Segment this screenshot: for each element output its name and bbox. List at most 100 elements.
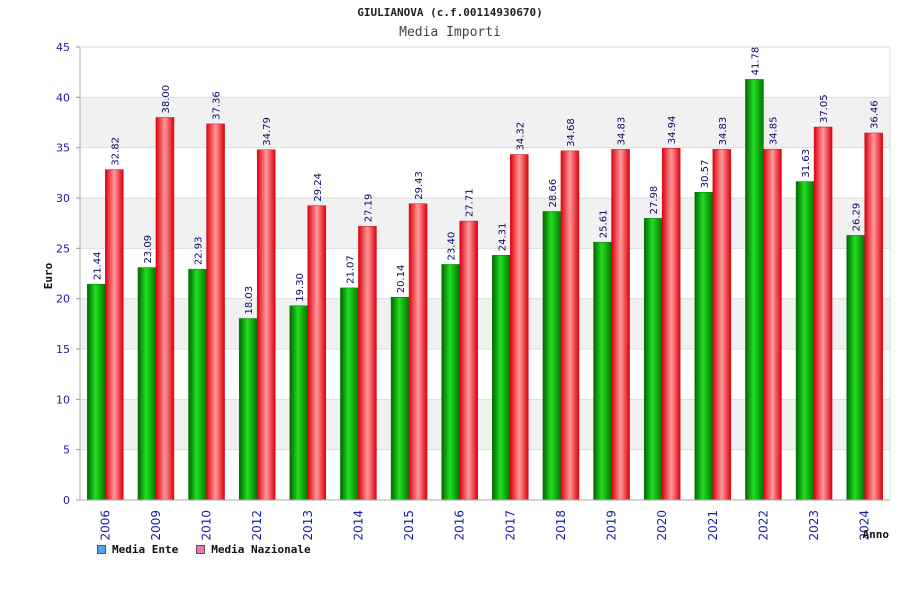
bar-media-ente <box>745 79 764 501</box>
data-label: 23.09 <box>143 235 154 264</box>
data-label: 20.14 <box>396 265 407 294</box>
bar-media-ente <box>390 297 410 501</box>
y-axis-title: Euro <box>42 262 55 289</box>
bar-media-ente <box>340 287 359 501</box>
legend-item-nazionale: Media Nazionale <box>196 543 311 556</box>
data-label: 29.24 <box>313 173 324 202</box>
data-label: 37.36 <box>212 91 223 120</box>
data-label: 21.44 <box>92 252 103 281</box>
data-label: 34.83 <box>718 117 729 146</box>
y-tick-label: 45 <box>56 41 70 54</box>
data-label: 34.94 <box>667 116 678 145</box>
bar-media-ente <box>846 235 865 501</box>
data-label: 27.98 <box>649 186 660 215</box>
chart-legend: Media Ente Media Nazionale <box>97 543 311 556</box>
legend-item-ente: Media Ente <box>97 543 178 556</box>
y-tick-label: 25 <box>56 242 70 255</box>
chart-subtitle: Media Importi <box>399 25 501 40</box>
data-label: 22.93 <box>194 237 205 266</box>
data-label: 34.83 <box>617 117 628 146</box>
legend-label-nazionale: Media Nazionale <box>211 543 311 556</box>
bar-media-ente <box>593 241 612 501</box>
bar-media-nazionale <box>661 148 681 501</box>
data-label: 32.82 <box>110 137 121 166</box>
y-tick-label: 20 <box>56 293 70 306</box>
x-tick-label: 2013 <box>301 510 315 541</box>
bar-media-ente <box>795 181 815 501</box>
x-tick-label: 2019 <box>605 510 619 541</box>
x-tick-label: 2023 <box>807 510 821 541</box>
bar-media-nazionale <box>510 154 529 501</box>
bar-media-nazionale <box>155 117 175 501</box>
bar-media-nazionale <box>712 149 732 501</box>
data-label: 29.43 <box>414 171 425 200</box>
x-tick-label: 2021 <box>706 510 720 541</box>
bar-media-nazionale <box>256 149 276 501</box>
x-tick-label: 2012 <box>250 510 264 541</box>
bar-media-nazionale <box>105 169 124 501</box>
legend-swatch-ente <box>97 545 106 554</box>
x-tick-label: 2017 <box>503 510 517 541</box>
bar-media-nazionale <box>560 150 580 501</box>
y-tick-label: 10 <box>56 393 70 406</box>
bar-media-ente <box>87 283 106 501</box>
legend-label-ente: Media Ente <box>112 543 179 556</box>
data-label: 23.40 <box>447 232 458 261</box>
data-label: 36.46 <box>870 100 881 129</box>
data-label: 34.68 <box>566 118 577 147</box>
x-tick-label: 2010 <box>200 510 214 541</box>
y-tick-label: 15 <box>56 343 70 356</box>
x-tick-label: 2006 <box>98 510 112 541</box>
x-tick-label: 2015 <box>402 510 416 541</box>
bar-media-ente <box>542 211 562 501</box>
bar-media-nazionale <box>763 148 782 501</box>
data-label: 34.32 <box>515 122 526 151</box>
bar-media-ente <box>694 192 714 501</box>
bar-media-nazionale <box>358 226 377 501</box>
data-label: 27.19 <box>363 194 374 223</box>
data-label: 30.57 <box>700 160 711 189</box>
x-tick-label: 2022 <box>756 510 770 541</box>
data-label: 34.85 <box>768 117 779 146</box>
x-axis-title: Anno <box>863 528 890 541</box>
bar-media-nazionale <box>408 203 428 501</box>
data-label: 38.00 <box>161 85 172 114</box>
bar-media-ente <box>188 268 207 501</box>
data-label: 21.07 <box>345 255 356 284</box>
y-tick-label: 40 <box>56 91 70 104</box>
x-tick-label: 2024 <box>858 510 872 541</box>
data-label: 24.31 <box>497 223 508 252</box>
bar-media-nazionale <box>459 220 478 501</box>
x-tick-label: 2014 <box>351 510 365 541</box>
data-label: 37.05 <box>819 94 830 123</box>
data-label: 25.61 <box>599 210 610 239</box>
y-tick-label: 5 <box>63 444 70 457</box>
chart-title: GIULIANOVA (c.f.00114930670) <box>357 6 543 19</box>
x-tick-label: 2016 <box>453 510 467 541</box>
data-label: 28.66 <box>548 179 559 208</box>
bar-media-nazionale <box>307 205 327 501</box>
data-label: 41.78 <box>750 47 761 76</box>
data-label: 18.03 <box>244 286 255 315</box>
bar-media-ente <box>441 264 460 501</box>
x-tick-label: 2018 <box>554 510 568 541</box>
bar-media-ente <box>238 318 258 501</box>
y-tick-label: 35 <box>56 142 70 155</box>
bar-media-ente <box>137 267 157 501</box>
y-tick-label: 30 <box>56 192 70 205</box>
x-tick-label: 2009 <box>149 510 163 541</box>
bar-media-ente <box>643 218 663 501</box>
data-label: 27.71 <box>465 188 476 217</box>
data-label: 31.63 <box>801 149 812 178</box>
data-label: 19.30 <box>295 273 306 302</box>
y-tick-label: 0 <box>63 494 70 507</box>
bar-media-nazionale <box>611 149 630 501</box>
bar-media-ente <box>492 255 511 501</box>
bar-media-nazionale <box>864 132 883 501</box>
bar-media-ente <box>289 305 309 501</box>
legend-swatch-nazionale <box>196 545 206 554</box>
data-label: 34.79 <box>262 117 273 146</box>
x-tick-label: 2020 <box>655 510 669 541</box>
bar-media-nazionale <box>813 126 833 501</box>
